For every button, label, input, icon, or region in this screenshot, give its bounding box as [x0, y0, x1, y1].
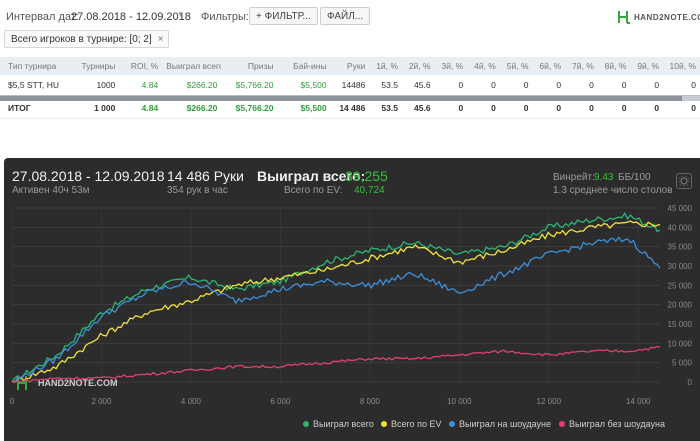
filter-chip: Всего игроков в турнире: [0; 2] ×: [4, 30, 169, 48]
column-header-3[interactable]: Выиграл всего: [162, 57, 222, 75]
legend-item[interactable]: Всего по EV: [381, 419, 441, 429]
legend-swatch: [449, 421, 455, 427]
file-button[interactable]: ФАЙЛ...: [320, 7, 371, 25]
summary-won-label: Выиграл всего:: [257, 168, 366, 184]
summary-won-value: 39,255: [345, 168, 388, 184]
column-header-7[interactable]: 1й, %: [369, 57, 402, 75]
chevron-down-icon[interactable]: ▼: [177, 10, 185, 19]
legend-label: Всего по EV: [391, 419, 442, 429]
y-tick-label: 15 000: [668, 320, 693, 329]
add-filter-button[interactable]: + ФИЛЬТР...: [249, 7, 318, 25]
legend-swatch: [381, 421, 387, 427]
y-tick-label: 45 000: [668, 204, 693, 213]
column-header-11[interactable]: 5й, %: [499, 57, 533, 75]
summary-ev-label: Всего по EV:: [284, 185, 343, 196]
column-header-8[interactable]: 2й, %: [401, 57, 435, 75]
x-tick-label: 0: [10, 397, 15, 406]
column-header-5[interactable]: Бай-ины: [277, 57, 331, 75]
y-tick-label: 0: [688, 378, 693, 387]
gear-icon[interactable]: [676, 173, 692, 189]
column-header-14[interactable]: 8й, %: [597, 57, 631, 75]
summary-hands: 14 486 Руки: [167, 168, 244, 184]
graph-panel: [4, 158, 700, 441]
logo-text: HAND2NOTE.COM: [634, 12, 700, 22]
x-tick-label: 2 000: [91, 397, 112, 406]
legend-swatch: [559, 421, 565, 427]
summary-winrate-unit: ББ/100: [618, 172, 651, 183]
legend-item[interactable]: Выиграл на шоудауне: [449, 419, 551, 429]
column-header-9[interactable]: 3й, %: [434, 57, 468, 75]
filters-label: Фильтры:: [201, 11, 249, 23]
interval-label: Интервал дат:: [6, 11, 79, 23]
column-header-6[interactable]: Руки: [330, 57, 370, 75]
legend-item[interactable]: Выиграл без шоудауна: [559, 419, 665, 429]
column-header-1[interactable]: Турниры: [71, 57, 120, 75]
series-line: [11, 236, 661, 383]
y-tick-label: 30 000: [668, 262, 693, 271]
legend-label: Выиграл всего: [313, 419, 374, 429]
column-header-13[interactable]: 7й, %: [565, 57, 598, 75]
x-tick-label: 14 000: [626, 397, 651, 406]
brand-logo: HAND2NOTE.COM: [618, 8, 700, 26]
legend-label: Выиграл на шоудауне: [459, 419, 551, 429]
series-line: [11, 212, 661, 383]
summary-dates: 27.08.2018 - 12.09.2018: [12, 168, 165, 184]
y-tick-label: 20 000: [668, 301, 693, 310]
column-header-4[interactable]: Призы: [221, 57, 278, 75]
column-header-2[interactable]: ROI, %: [119, 57, 163, 75]
y-tick-label: 25 000: [668, 281, 693, 290]
top-toolbar: Интервал дат: 27.08.2018 - 12.09.2018 ▼ …: [0, 0, 700, 32]
summary-ev-value: 40,724: [354, 185, 385, 196]
summary-per-hour: 354 рук в час: [167, 185, 228, 196]
x-tick-label: 8 000: [360, 397, 381, 406]
legend-item[interactable]: Выиграл всего: [303, 419, 374, 429]
series-line: [12, 220, 661, 383]
filter-chip-label: Всего игроков в турнире: [0; 2]: [11, 34, 152, 45]
x-tick-label: 6 000: [270, 397, 291, 406]
close-icon[interactable]: ×: [157, 34, 164, 45]
column-header-16[interactable]: 10й, %: [663, 57, 700, 75]
summary-winrate-value: 9.43: [594, 172, 614, 183]
x-tick-label: 4 000: [181, 397, 202, 406]
series-line: [11, 345, 661, 383]
summary-active: Активен 40ч 53м: [12, 185, 90, 196]
x-tick-label: 10 000: [447, 397, 472, 406]
column-header-0[interactable]: Тип турнира: [0, 57, 72, 75]
chart-watermark: HAND2NOTE.COM: [38, 378, 118, 388]
summary-tables: 1.3 среднее число столов: [553, 185, 673, 196]
x-tick-label: 12 000: [537, 397, 562, 406]
horizontal-scrollbar[interactable]: [0, 96, 700, 101]
scrollbar-thumb[interactable]: [0, 96, 682, 101]
table-header-row: Тип турнира Турниры ROI, % Выиграл всего При…: [0, 57, 700, 75]
legend-label: Выиграл без шоудауна: [569, 419, 665, 429]
column-header-12[interactable]: 6й, %: [532, 57, 566, 75]
column-header-10[interactable]: 4й, %: [467, 57, 500, 75]
y-tick-label: 40 000: [668, 223, 693, 232]
hand2note-logo-icon: [618, 11, 630, 24]
legend-swatch: [303, 421, 309, 427]
column-header-15[interactable]: 9й, %: [630, 57, 664, 75]
tournament-stats-table: Тип турнира Турниры ROI, % Выиграл всего При…: [0, 57, 700, 119]
date-range-picker[interactable]: 27.08.2018 - 12.09.2018: [71, 11, 191, 23]
y-tick-label: 5 000: [672, 359, 693, 368]
table-row[interactable]: $5,5 STT, HU 1000 4.84 $266.20 $5,766.20 $5,5…: [0, 75, 700, 97]
y-tick-label: 35 000: [668, 243, 693, 252]
summary-winrate-label: Винрейт:: [553, 172, 595, 183]
y-tick-label: 10 000: [668, 339, 693, 348]
